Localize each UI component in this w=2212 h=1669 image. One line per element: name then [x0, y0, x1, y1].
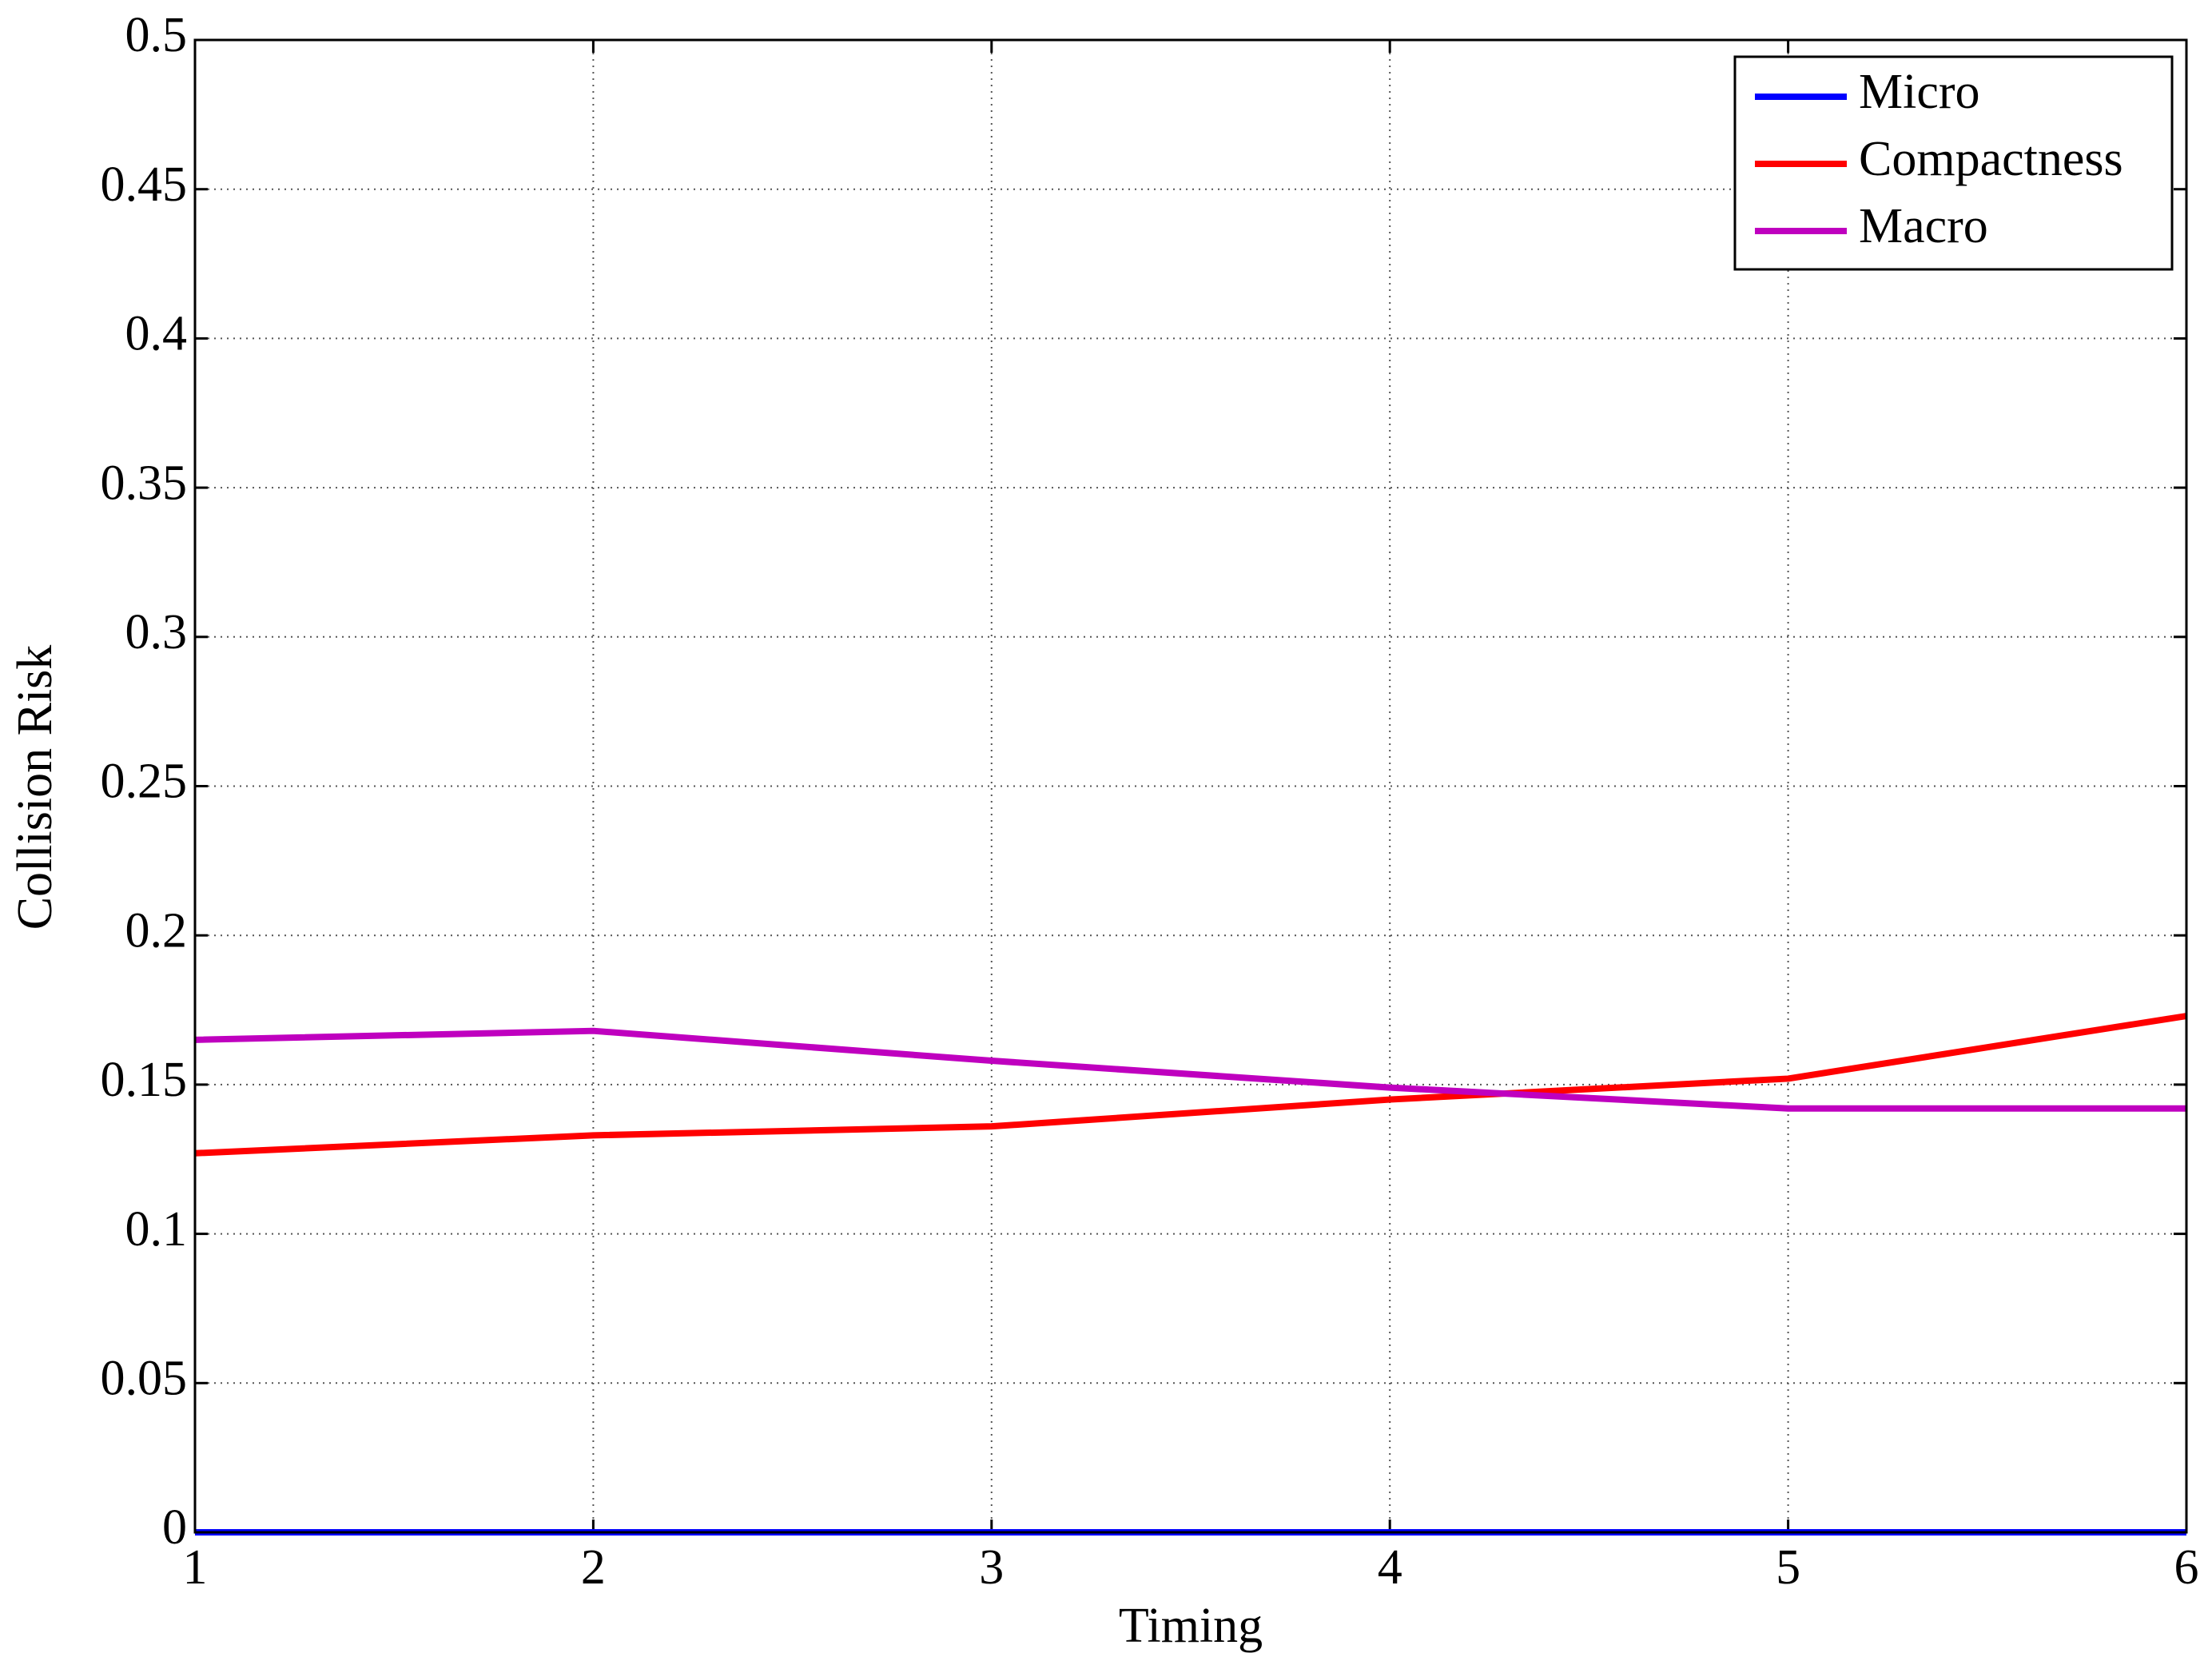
y-tick-label: 0.15: [101, 1053, 188, 1107]
y-tick-label: 0.5: [125, 8, 188, 62]
y-axis-label: Collision Risk: [8, 645, 62, 930]
data-line: [194, 1027, 2186, 1112]
y-tick-label: 0.1: [125, 1202, 188, 1257]
y-tick-label: 0.3: [125, 605, 188, 659]
y-tick-label: 0.05: [101, 1352, 188, 1406]
x-tick-label: 4: [1378, 1540, 1402, 1595]
y-tick-label: 0.25: [101, 755, 188, 809]
x-tick-label: 1: [183, 1540, 208, 1595]
x-tick-label: 3: [979, 1540, 1004, 1595]
y-tick-label: 0.4: [125, 307, 188, 361]
x-tick-label: 6: [2174, 1540, 2199, 1595]
y-tick-label: 0.45: [101, 157, 188, 212]
y-tick-label: 0: [162, 1500, 187, 1555]
y-tick-label: 0.35: [101, 456, 188, 510]
legend-label: Micro: [1859, 65, 1980, 119]
data-line: [194, 1013, 2187, 1157]
x-tick-label: 2: [581, 1540, 606, 1595]
plot-frame: [193, 38, 2188, 1534]
legend-label: Macro: [1859, 199, 1988, 253]
legend-label: Compactness: [1859, 132, 2123, 186]
y-tick-label: 0.2: [125, 903, 188, 958]
x-axis-label: Timing: [1119, 1599, 1263, 1653]
x-tick-label: 5: [1776, 1540, 1800, 1595]
